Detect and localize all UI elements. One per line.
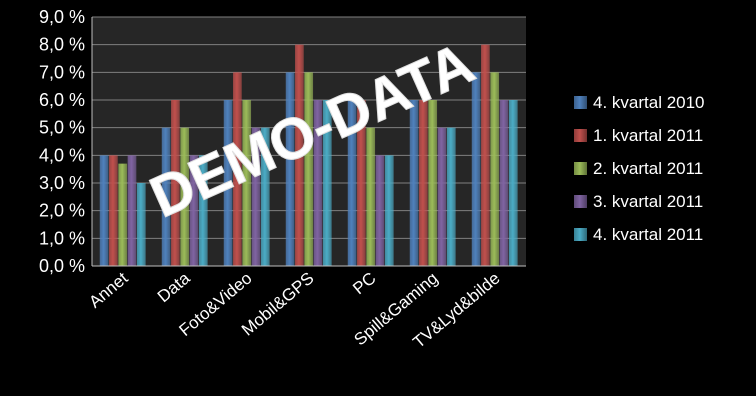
bar [357, 100, 366, 266]
legend-swatch [574, 195, 587, 208]
y-tick-label: 0,0 % [39, 256, 85, 276]
y-tick-label: 4,0 % [39, 145, 85, 165]
bar [171, 100, 180, 266]
bar [242, 100, 252, 266]
y-axis: 0,0 % 1,0 % 2,0 % 3,0 % 4,0 % 5,0 % 6,0 % 7,0 %… [39, 7, 526, 276]
y-tick-label: 2,0 % [39, 201, 85, 221]
y-tick-label: 5,0 % [39, 118, 85, 138]
bar [313, 100, 323, 266]
y-tick-label: 7,0 % [39, 62, 85, 82]
bar [189, 155, 199, 266]
bar [180, 127, 190, 267]
bar [366, 127, 376, 267]
legend-label: 4. kvartal 2010 [593, 93, 705, 112]
bar [471, 72, 481, 266]
bar [409, 100, 419, 266]
bar [295, 44, 304, 266]
bar [304, 72, 314, 266]
legend-swatch [574, 228, 587, 241]
bar [99, 155, 109, 266]
bar [260, 127, 270, 267]
bar [490, 72, 500, 266]
bar [499, 100, 509, 266]
bar [428, 100, 438, 266]
bar [322, 100, 332, 266]
legend-label: 4. kvartal 2011 [593, 225, 703, 244]
bar [347, 100, 357, 266]
legend-swatch [574, 96, 587, 109]
legend-label: 1. kvartal 2011 [593, 126, 703, 145]
legend-label: 2. kvartal 2011 [593, 159, 703, 178]
bar [233, 72, 242, 266]
bar [446, 127, 456, 267]
bar [251, 127, 261, 267]
bars [99, 44, 518, 267]
y-tick-label: 8,0 % [39, 35, 85, 55]
bar [223, 100, 233, 266]
bar [285, 72, 295, 266]
bar [136, 183, 146, 266]
legend: 4. kvartal 2010 1. kvartal 2011 2. kvartal… [574, 93, 705, 244]
bar [508, 100, 518, 266]
legend-swatch [574, 129, 587, 142]
bar [109, 155, 118, 266]
x-tick-label: PC [349, 269, 379, 299]
bar [481, 44, 490, 266]
x-tick-label: Annet [85, 268, 131, 311]
y-tick-label: 6,0 % [39, 90, 85, 110]
y-tick-label: 3,0 % [39, 173, 85, 193]
y-tick-label: 9,0 % [39, 7, 85, 27]
y-tick-label: 1,0 % [39, 228, 85, 248]
bar [384, 155, 394, 266]
bar [437, 127, 447, 267]
legend-swatch [574, 162, 587, 175]
bar [375, 155, 385, 266]
bar [118, 163, 128, 266]
bar [419, 100, 428, 266]
x-tick-label: Data [154, 268, 194, 306]
bar [127, 155, 137, 266]
bar [161, 127, 171, 267]
legend-label: 3. kvartal 2011 [593, 192, 703, 211]
bar [198, 155, 208, 266]
